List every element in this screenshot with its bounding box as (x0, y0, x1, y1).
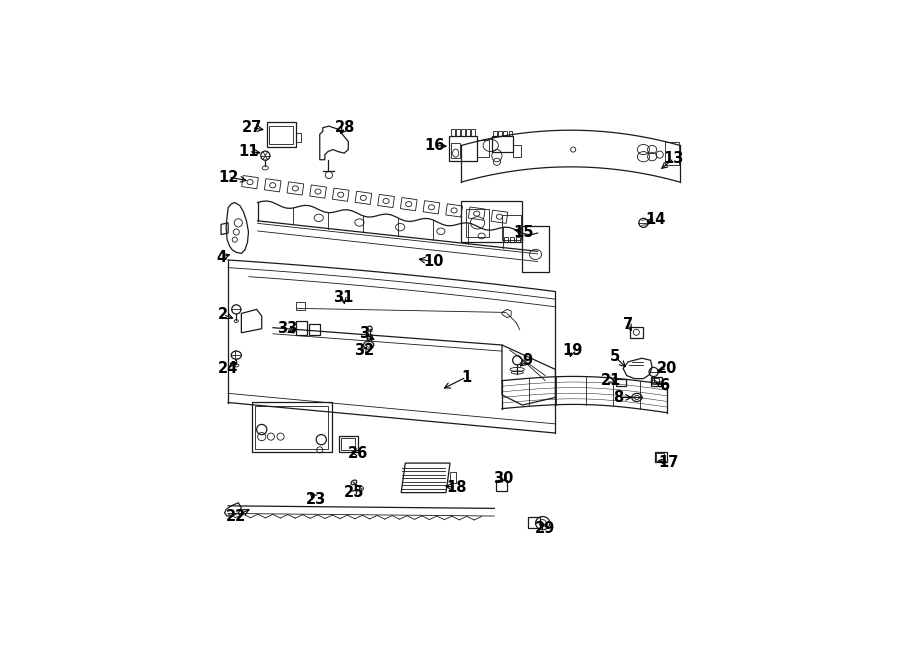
Text: 29: 29 (536, 521, 555, 535)
Text: 23: 23 (306, 492, 327, 507)
Text: 14: 14 (645, 212, 666, 227)
Bar (504, 237, 508, 242)
Text: 31: 31 (333, 290, 354, 305)
Text: 6: 6 (659, 378, 669, 393)
Text: 2: 2 (218, 307, 228, 322)
Bar (269, 126, 293, 145)
Text: 4: 4 (216, 250, 226, 265)
Text: 9: 9 (522, 353, 533, 368)
Text: 8: 8 (613, 390, 623, 405)
Bar (493, 132, 497, 136)
Bar (651, 377, 661, 386)
Bar (448, 136, 476, 161)
Text: 26: 26 (348, 446, 369, 461)
Bar (616, 379, 625, 386)
Text: 13: 13 (664, 151, 684, 166)
Bar (266, 122, 296, 147)
Bar (455, 129, 460, 136)
Bar (665, 142, 680, 165)
Bar (252, 402, 332, 452)
Text: 24: 24 (218, 361, 238, 376)
Text: 10: 10 (423, 254, 444, 269)
Text: 1: 1 (461, 369, 472, 385)
Bar (503, 132, 507, 136)
Bar (451, 129, 454, 136)
Text: 5: 5 (610, 349, 620, 364)
Bar (510, 237, 514, 242)
Text: 27: 27 (241, 120, 262, 135)
Bar (341, 438, 356, 450)
Text: 25: 25 (344, 485, 364, 500)
Text: 12: 12 (218, 169, 238, 184)
Text: 28: 28 (335, 120, 356, 135)
Bar (491, 136, 513, 151)
Bar (522, 226, 549, 272)
Text: 22: 22 (226, 508, 247, 524)
Bar (654, 452, 668, 462)
Bar (255, 406, 328, 449)
Bar (451, 143, 460, 158)
Bar (496, 481, 507, 490)
Bar (476, 140, 490, 157)
Bar (296, 302, 305, 311)
Text: 7: 7 (623, 317, 634, 332)
Bar (461, 129, 464, 136)
Text: 3: 3 (359, 327, 370, 341)
Bar (513, 145, 521, 157)
Text: 17: 17 (659, 455, 680, 469)
Bar (466, 129, 470, 136)
Bar (517, 237, 520, 242)
Bar (309, 324, 320, 335)
Bar (656, 453, 664, 461)
Bar (528, 517, 540, 528)
Text: 21: 21 (601, 373, 622, 388)
Bar (630, 327, 643, 338)
Bar (502, 215, 521, 240)
Text: 20: 20 (657, 361, 678, 376)
Bar (466, 209, 490, 237)
Bar (296, 321, 307, 335)
Bar (339, 436, 358, 452)
Bar (450, 472, 456, 483)
Bar (652, 378, 659, 384)
Text: 19: 19 (562, 342, 582, 358)
Text: 11: 11 (238, 144, 259, 159)
Text: 15: 15 (513, 225, 534, 239)
Text: 33: 33 (277, 321, 297, 336)
Bar (471, 129, 475, 136)
Bar (296, 134, 302, 142)
Text: 18: 18 (446, 480, 466, 495)
Text: 16: 16 (425, 138, 445, 153)
Bar (499, 132, 502, 136)
Text: 32: 32 (355, 342, 374, 358)
Text: 30: 30 (493, 471, 513, 486)
Bar (462, 202, 522, 242)
Bar (508, 132, 512, 136)
